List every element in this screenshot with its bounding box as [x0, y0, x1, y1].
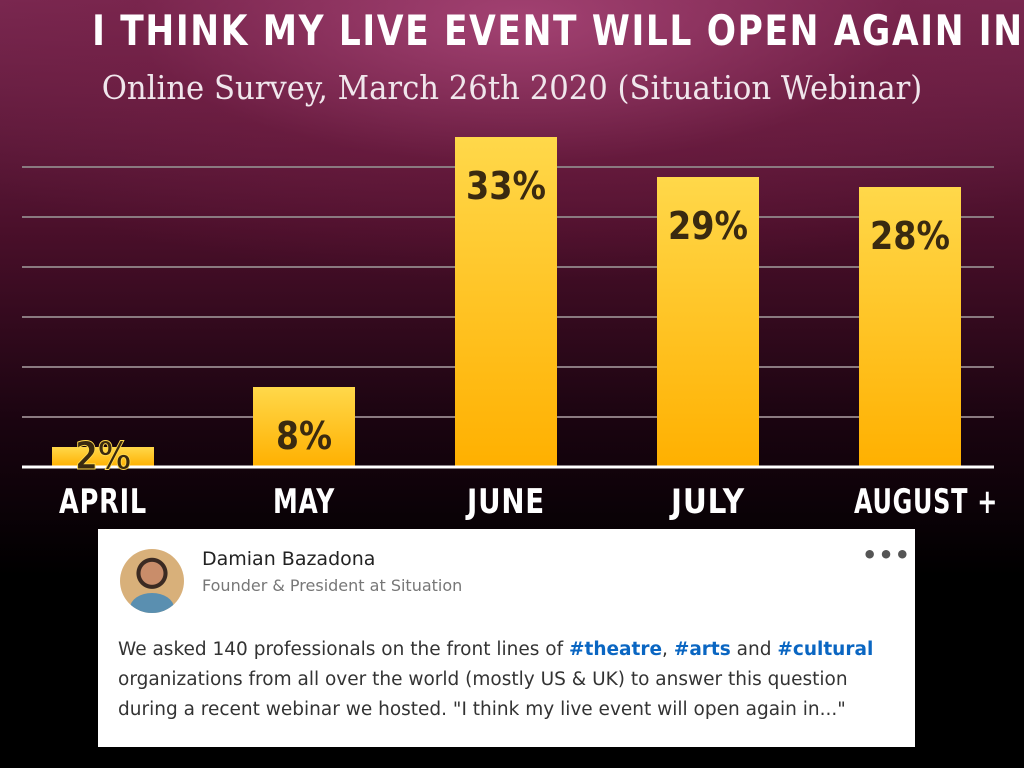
bar-may [253, 387, 355, 467]
data-label: 8% [276, 414, 332, 458]
post-text-part: and [730, 639, 778, 660]
data-label: 2% [75, 434, 131, 478]
hashtag-cultural[interactable]: #cultural [777, 639, 874, 660]
post-text-part: We asked 140 professionals on the front … [118, 639, 569, 660]
linkedin-post-card: Damian Bazadona Founder & President at S… [98, 529, 915, 747]
author-name[interactable]: Damian Bazadona [202, 548, 376, 570]
data-label: 28% [870, 214, 950, 258]
bars [52, 137, 961, 467]
category-label: JULY [669, 482, 745, 522]
category-label: MAY [273, 482, 335, 522]
hashtag-theatre[interactable]: #theatre [568, 639, 663, 660]
data-label: 33% [466, 164, 546, 208]
bar-chart: 2%APRIL 8% MAY 33% JUNE 29% JULY 28% AUGUST + [22, 137, 998, 522]
bar-june [455, 137, 557, 467]
category-label: JUNE [465, 482, 545, 522]
bar-july [657, 177, 759, 467]
chart-title: I THINK MY LIVE EVENT WILL OPEN AGAIN IN… [92, 6, 1024, 55]
hashtag-arts[interactable]: #arts [673, 639, 731, 660]
bar-april [52, 447, 154, 467]
avatar[interactable] [120, 549, 184, 613]
labels: 2%APRIL 8% MAY 33% JUNE 29% JULY 28% AUGUST + [59, 164, 998, 522]
more-icon[interactable]: ••• [862, 541, 912, 569]
category-label: APRIL [59, 482, 147, 522]
post-text-part: , [662, 639, 674, 660]
post-text-part: organizations from all over the world (m… [118, 669, 848, 720]
bar-august [859, 187, 961, 467]
post-text: We asked 140 professionals on the front … [118, 635, 898, 725]
chart-subtitle: Online Survey, March 26th 2020 (Situatio… [101, 68, 923, 107]
data-label: 29% [668, 204, 748, 248]
author-role: Founder & President at Situation [202, 576, 463, 595]
category-label: AUGUST + [854, 482, 998, 522]
